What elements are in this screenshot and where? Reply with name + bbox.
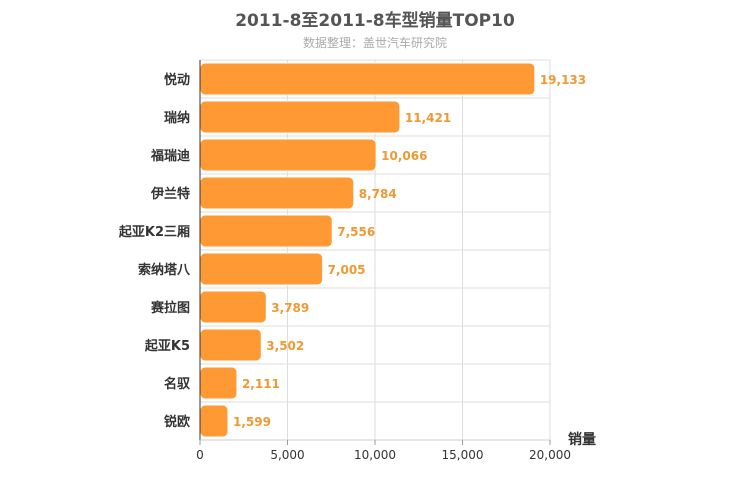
category-label: 瑞纳 xyxy=(164,110,190,126)
bar xyxy=(199,100,401,134)
x-axis-title: 销量 xyxy=(568,431,596,448)
bar xyxy=(199,328,262,362)
value-label: 2,111 xyxy=(242,377,280,391)
chart-subtitle: 数据整理：盖世汽车研究院 xyxy=(302,36,447,50)
bar xyxy=(199,214,333,248)
bar xyxy=(199,176,355,210)
bar xyxy=(199,404,229,438)
value-label: 8,784 xyxy=(359,187,397,201)
bar xyxy=(199,366,238,400)
bar xyxy=(199,290,267,324)
category-label: 锐欧 xyxy=(164,414,190,430)
category-label: 起亚K2三厢 xyxy=(118,224,190,240)
category-label: 悦动 xyxy=(164,72,190,88)
category-label: 名驭 xyxy=(164,376,191,392)
value-label: 1,599 xyxy=(233,415,271,429)
value-label: 19,133 xyxy=(540,73,586,87)
value-label: 7,005 xyxy=(328,263,366,277)
x-tick-label: 20,000 xyxy=(529,448,571,462)
bar xyxy=(199,252,324,286)
bar xyxy=(199,138,377,172)
x-tick-label: 5,000 xyxy=(270,448,304,462)
category-label: 起亚K5 xyxy=(144,338,190,354)
x-tick-label: 10,000 xyxy=(354,448,396,462)
chart-title: 2011-8至2011-8车型销量TOP10 xyxy=(235,11,515,31)
value-label: 11,421 xyxy=(405,111,451,125)
category-label: 赛拉图 xyxy=(150,300,190,316)
category-label: 福瑞迪 xyxy=(150,148,190,164)
category-label: 伊兰特 xyxy=(150,186,190,202)
bar xyxy=(199,62,536,96)
value-label: 3,789 xyxy=(271,301,309,315)
value-label: 10,066 xyxy=(381,149,427,163)
category-label: 索纳塔八 xyxy=(138,262,191,278)
x-tick-label: 0 xyxy=(196,448,204,462)
x-tick-label: 15,000 xyxy=(442,448,484,462)
value-label: 3,502 xyxy=(266,339,304,353)
value-label: 7,556 xyxy=(337,225,375,239)
